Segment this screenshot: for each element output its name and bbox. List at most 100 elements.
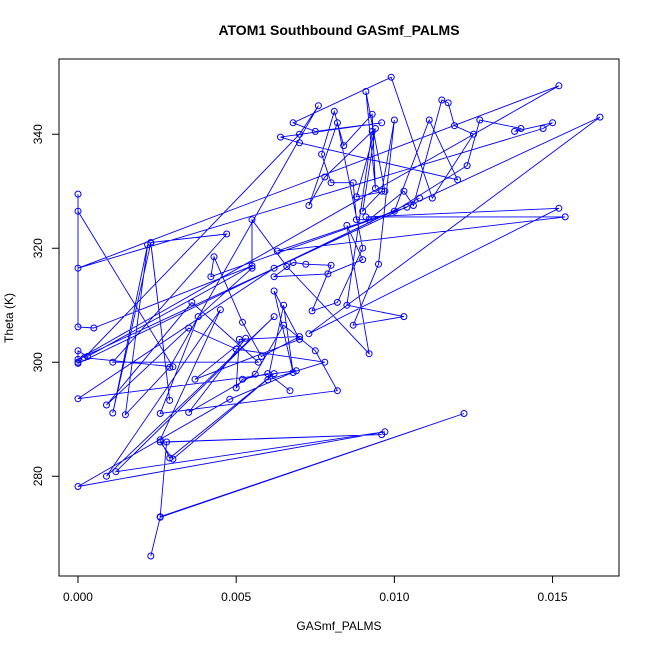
data-point bbox=[454, 176, 462, 184]
data-point bbox=[74, 358, 82, 366]
data-point bbox=[296, 139, 303, 147]
data-point bbox=[296, 333, 303, 341]
data-point bbox=[235, 335, 243, 343]
data-point bbox=[232, 345, 240, 353]
data-point bbox=[270, 313, 278, 321]
data-point bbox=[302, 260, 310, 268]
data-point bbox=[283, 263, 291, 270]
data-point bbox=[365, 350, 373, 358]
data-point bbox=[359, 207, 367, 215]
data-point bbox=[438, 96, 446, 104]
data-point bbox=[555, 82, 563, 90]
data-point bbox=[239, 318, 246, 326]
data-point bbox=[311, 347, 319, 355]
data-point bbox=[444, 99, 452, 107]
data-point bbox=[359, 244, 367, 252]
data-point bbox=[371, 184, 379, 192]
data-point bbox=[381, 187, 389, 195]
y-tick-label: 340 bbox=[31, 124, 45, 144]
data-point bbox=[254, 358, 262, 366]
data-point bbox=[375, 260, 382, 268]
data-point bbox=[166, 454, 174, 462]
data-point bbox=[286, 387, 294, 395]
data-point bbox=[327, 261, 335, 269]
data-point bbox=[273, 247, 281, 255]
data-point bbox=[210, 253, 218, 261]
x-tick-label: 0.010 bbox=[379, 590, 409, 604]
data-point bbox=[207, 273, 215, 281]
data-point bbox=[460, 410, 468, 417]
data-point bbox=[103, 472, 110, 480]
data-point bbox=[289, 259, 297, 266]
data-point bbox=[305, 202, 313, 209]
data-point bbox=[400, 313, 408, 321]
data-point bbox=[248, 216, 256, 224]
data-point bbox=[74, 483, 82, 490]
data-point bbox=[232, 384, 240, 392]
data-point bbox=[270, 273, 278, 281]
data-point bbox=[156, 438, 164, 446]
data-point bbox=[270, 264, 278, 272]
chart-title: ATOM1 Southbound GASmf_PALMS bbox=[218, 22, 459, 38]
data-point bbox=[343, 301, 351, 309]
data-point bbox=[156, 513, 164, 521]
data-point bbox=[381, 428, 389, 436]
data-point bbox=[188, 298, 196, 306]
data-point bbox=[156, 436, 164, 444]
data-point bbox=[74, 355, 82, 363]
data-point bbox=[517, 125, 525, 132]
data-point bbox=[194, 313, 202, 321]
data-point bbox=[169, 455, 177, 463]
data-point bbox=[121, 411, 129, 419]
data-point bbox=[251, 370, 259, 378]
data-point bbox=[318, 150, 326, 158]
data-point bbox=[333, 119, 341, 127]
y-axis-label: Theta (K) bbox=[2, 293, 16, 343]
data-point bbox=[324, 270, 332, 278]
data-point bbox=[416, 194, 424, 202]
data-point bbox=[362, 213, 370, 221]
data-point bbox=[549, 119, 557, 127]
data-point bbox=[185, 408, 193, 416]
data-point bbox=[333, 298, 341, 306]
data-point bbox=[248, 262, 256, 270]
data-point bbox=[362, 88, 370, 95]
data-point bbox=[451, 122, 458, 130]
data-point bbox=[296, 335, 303, 343]
data-point bbox=[539, 125, 547, 132]
data-point bbox=[368, 110, 376, 118]
data-point bbox=[330, 107, 338, 115]
data-point bbox=[311, 127, 319, 135]
data-point bbox=[169, 363, 177, 371]
data-point bbox=[555, 204, 563, 212]
data-point bbox=[147, 239, 155, 246]
data-point bbox=[596, 113, 604, 121]
data-point bbox=[305, 330, 313, 338]
data-point bbox=[166, 363, 174, 371]
data-point bbox=[470, 130, 477, 138]
data-point bbox=[74, 395, 82, 403]
data-point bbox=[109, 358, 117, 366]
data-point bbox=[390, 207, 398, 215]
data-point bbox=[378, 119, 386, 127]
data-point bbox=[463, 162, 471, 170]
data-point bbox=[84, 353, 91, 360]
data-point bbox=[147, 552, 155, 560]
data-point bbox=[343, 221, 351, 229]
data-point bbox=[321, 173, 329, 181]
data-point bbox=[333, 387, 341, 395]
data-point bbox=[378, 187, 386, 195]
x-tick-label: 0.000 bbox=[63, 590, 93, 604]
data-point bbox=[223, 230, 231, 238]
x-axis-label: GASmf_PALMS bbox=[296, 619, 381, 633]
data-point bbox=[166, 396, 174, 404]
data-point bbox=[308, 307, 316, 315]
series-layer bbox=[74, 73, 604, 560]
data-point bbox=[561, 213, 569, 221]
data-point bbox=[289, 119, 297, 127]
y-axis: 280 300 320 340 bbox=[31, 124, 60, 486]
data-point bbox=[390, 116, 398, 124]
x-tick-label: 0.005 bbox=[221, 590, 251, 604]
series-line bbox=[77, 76, 601, 557]
